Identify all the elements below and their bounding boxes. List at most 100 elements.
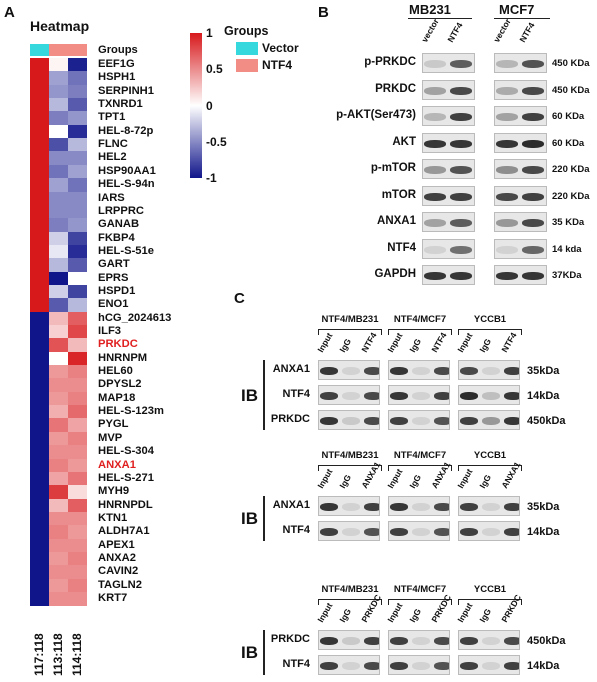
coip-blot-strip [458,521,520,541]
gene-label: ENO1 [98,298,129,311]
blot-row-label: NTF4 [387,241,416,254]
coip-row-label: NTF4 [282,524,311,536]
colorbar [190,33,202,178]
coip-group-bracket [388,329,452,335]
heatmap-cell [30,124,49,139]
colorbar-tick-label: 0.5 [206,62,223,77]
blot-strip [494,212,547,232]
heatmap-cell [68,578,87,593]
blot-band [450,139,472,148]
blot-kda-label: 37KDa [552,270,582,281]
ib-bracket-line [263,360,265,430]
coip-band [364,367,379,375]
heatmap-cell [68,231,87,246]
blot-band [496,86,518,95]
blot-strip [422,132,475,153]
heatmap-cell [49,151,68,166]
coip-band [342,662,360,670]
heatmap-cell [68,98,87,112]
coip-group-bracket [388,465,452,471]
heatmap-cell [49,418,68,433]
cellline-label-mcf7: MCF7 [499,2,535,17]
coip-blot-strip [318,410,380,430]
coip-band [504,637,519,645]
gene-label: HEL60 [98,365,133,378]
gene-label: HSP90AA1 [98,164,156,177]
blot-row-label: p-PRKDC [364,56,416,68]
blot-band [424,113,446,121]
blot-band [450,219,472,227]
blot-strip [422,265,475,285]
heatmap-cell [30,58,49,72]
heatmap-cell [68,311,87,326]
heatmap-cell [30,351,49,366]
coip-blot-strip [318,521,380,541]
panel-label-b: B [318,4,329,21]
coip-band [320,503,338,511]
blot-band [424,192,446,201]
heatmap-cell [68,191,87,206]
heatmap-cell [68,124,87,139]
coip-band [390,637,408,645]
coip-band [390,392,408,400]
heatmap-cell [49,138,68,152]
heatmap-cell [30,551,49,566]
coip-row-label: PRKDC [270,633,310,645]
coip-blot-strip [318,655,380,675]
coip-group-bracket [318,329,382,335]
gene-label: HSPD1 [98,284,136,297]
blot-row-label: ANXA1 [377,215,416,227]
heatmap-cell [49,124,68,139]
coip-lane-label: IgG [477,472,494,490]
coip-band [460,503,478,511]
coip-band [320,367,338,375]
heatmap-cell [49,592,68,606]
heatmap-cell [68,71,87,86]
coip-band [482,392,500,400]
ib-label: IB [241,643,258,662]
coip-band [390,367,408,375]
blot-band [496,272,518,280]
legend-title: Groups [224,24,269,38]
coip-blot-strip [388,385,450,405]
heatmap-cell [68,445,87,459]
heatmap-cell [68,111,87,126]
blot-kda-label: 60 KDa [552,137,585,149]
blot-band [424,272,446,280]
heatmap-cell [68,338,87,353]
gene-label: PRKDC [98,338,138,351]
coip-band [342,392,360,400]
coip-kda-label: 35kDa [527,365,560,377]
heatmap-cell [30,565,49,580]
coip-band [460,417,478,425]
coip-kda-label: 450kDa [527,635,566,647]
heatmap-cell [49,204,68,219]
blot-band [496,60,518,68]
blot-row-label: GAPDH [374,268,416,280]
gene-label: TXNRD1 [98,98,143,111]
heatmap-cell [49,71,68,86]
heatmap-cell [68,258,87,273]
coip-group-label: YCCB1 [473,450,507,461]
gene-label: HEL-S-271 [98,471,154,484]
heatmap-cell [49,338,68,353]
heatmap-cell [49,191,68,206]
coip-group-label: YCCB1 [473,584,507,595]
gene-label: FKBP4 [98,231,135,244]
coip-kda-label: 14kDa [527,660,560,672]
heatmap-cell [49,98,68,112]
heatmap-cell [49,311,68,326]
blot-strip [422,238,475,259]
coip-blot-strip [458,410,520,430]
heatmap-cell [49,231,68,246]
gene-label: IARS [98,191,125,204]
blot-strip [494,106,547,126]
gene-label: HEL-8-72p [98,124,154,137]
coip-band [364,528,379,536]
heatmap-cell [30,284,49,299]
heatmap-cell [49,431,68,446]
heatmap-cell [30,391,49,406]
blot-band [496,139,518,148]
heatmap-cell [49,471,68,486]
ib-bracket-line [263,630,265,675]
